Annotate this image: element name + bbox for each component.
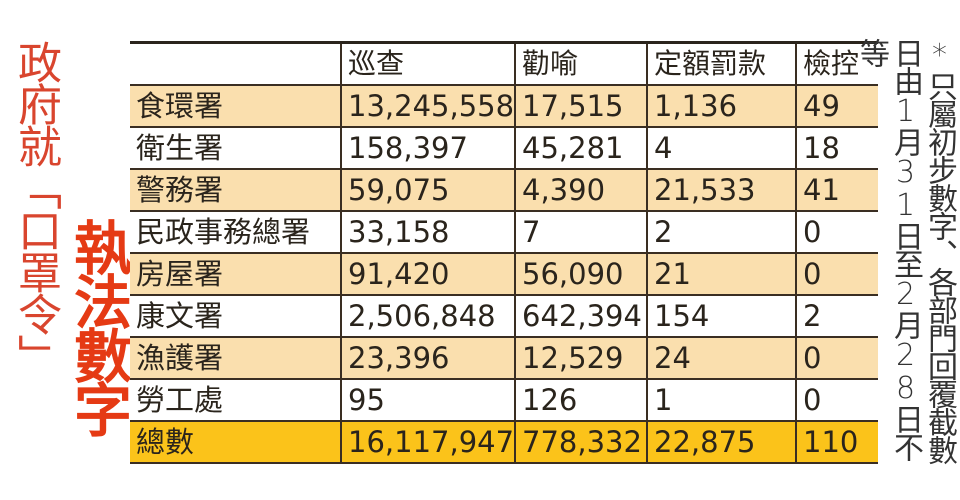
total-fixed-penalty: 22,875 — [646, 421, 796, 464]
total-patrol: 16,117,947 — [340, 421, 515, 464]
table-row: 康文署 2,506,848 642,394 154 2 — [130, 295, 878, 338]
title-thin: 政府就「口罩令」 — [10, 40, 61, 376]
footnote: *只屬初步數字、各部門回覆截數日由1月31日至2月28日不等 — [854, 38, 957, 463]
fixed-penalty-cell: 21 — [646, 253, 796, 296]
advice-cell: 4,390 — [514, 169, 647, 212]
table-row: 民政事務總署 33,158 7 2 0 — [130, 211, 878, 254]
fixed-penalty-cell: 2 — [646, 211, 796, 254]
patrol-cell: 158,397 — [340, 127, 515, 170]
advice-cell: 642,394 — [514, 295, 647, 338]
prosecution-cell: 0 — [795, 211, 878, 254]
advice-cell: 7 — [514, 211, 647, 254]
dept-cell: 房屋署 — [130, 253, 341, 296]
dept-cell: 漁護署 — [130, 337, 341, 380]
header-patrol: 巡查 — [340, 41, 515, 86]
advice-cell: 17,515 — [514, 85, 647, 128]
header-row: 巡查 勸喻 定額罰款 檢控 — [130, 41, 878, 86]
fixed-penalty-cell: 4 — [646, 127, 796, 170]
patrol-cell: 91,420 — [340, 253, 515, 296]
total-prosecution: 110 — [795, 421, 878, 464]
fixed-penalty-cell: 21,533 — [646, 169, 796, 212]
prosecution-cell: 49 — [795, 85, 878, 128]
patrol-cell: 33,158 — [340, 211, 515, 254]
patrol-cell: 95 — [340, 379, 515, 422]
header-fixed-penalty: 定額罰款 — [646, 41, 796, 86]
header-dept — [130, 41, 341, 86]
fixed-penalty-cell: 154 — [646, 295, 796, 338]
table-row: 食環署 13,245,558 17,515 1,136 49 — [130, 85, 878, 128]
dept-cell: 勞工處 — [130, 379, 341, 422]
prosecution-cell: 2 — [795, 295, 878, 338]
dept-cell: 衛生署 — [130, 127, 341, 170]
total-advice: 778,332 — [514, 421, 647, 464]
header-prosecution: 檢控 — [795, 41, 878, 86]
prosecution-cell: 0 — [795, 253, 878, 296]
table-row: 衛生署 158,397 45,281 4 18 — [130, 127, 878, 170]
prosecution-cell: 0 — [795, 379, 878, 422]
dept-cell: 民政事務總署 — [130, 211, 341, 254]
table-row: 勞工處 95 126 1 0 — [130, 379, 878, 422]
advice-cell: 45,281 — [514, 127, 647, 170]
total-row: 總數 16,117,947 778,332 22,875 110 — [130, 421, 878, 464]
title-bold: 執法數字 — [64, 218, 132, 434]
prosecution-cell: 41 — [795, 169, 878, 212]
advice-cell: 56,090 — [514, 253, 647, 296]
fixed-penalty-cell: 1 — [646, 379, 796, 422]
patrol-cell: 59,075 — [340, 169, 515, 212]
prosecution-cell: 18 — [795, 127, 878, 170]
patrol-cell: 2,506,848 — [340, 295, 515, 338]
table-row: 警務署 59,075 4,390 21,533 41 — [130, 169, 878, 212]
patrol-cell: 23,396 — [340, 337, 515, 380]
dept-cell: 食環署 — [130, 85, 341, 128]
table-row: 房屋署 91,420 56,090 21 0 — [130, 253, 878, 296]
advice-cell: 126 — [514, 379, 647, 422]
table-row: 漁護署 23,396 12,529 24 0 — [130, 337, 878, 380]
fixed-penalty-cell: 1,136 — [646, 85, 796, 128]
header-advice: 勸喻 — [514, 41, 647, 86]
prosecution-cell: 0 — [795, 337, 878, 380]
fixed-penalty-cell: 24 — [646, 337, 796, 380]
patrol-cell: 13,245,558 — [340, 85, 515, 128]
dept-cell: 警務署 — [130, 169, 341, 212]
dept-cell: 康文署 — [130, 295, 341, 338]
advice-cell: 12,529 — [514, 337, 647, 380]
total-label: 總數 — [130, 421, 341, 464]
enforcement-table: 巡查 勸喻 定額罰款 檢控 食環署 13,245,558 17,515 1,13… — [130, 41, 878, 464]
